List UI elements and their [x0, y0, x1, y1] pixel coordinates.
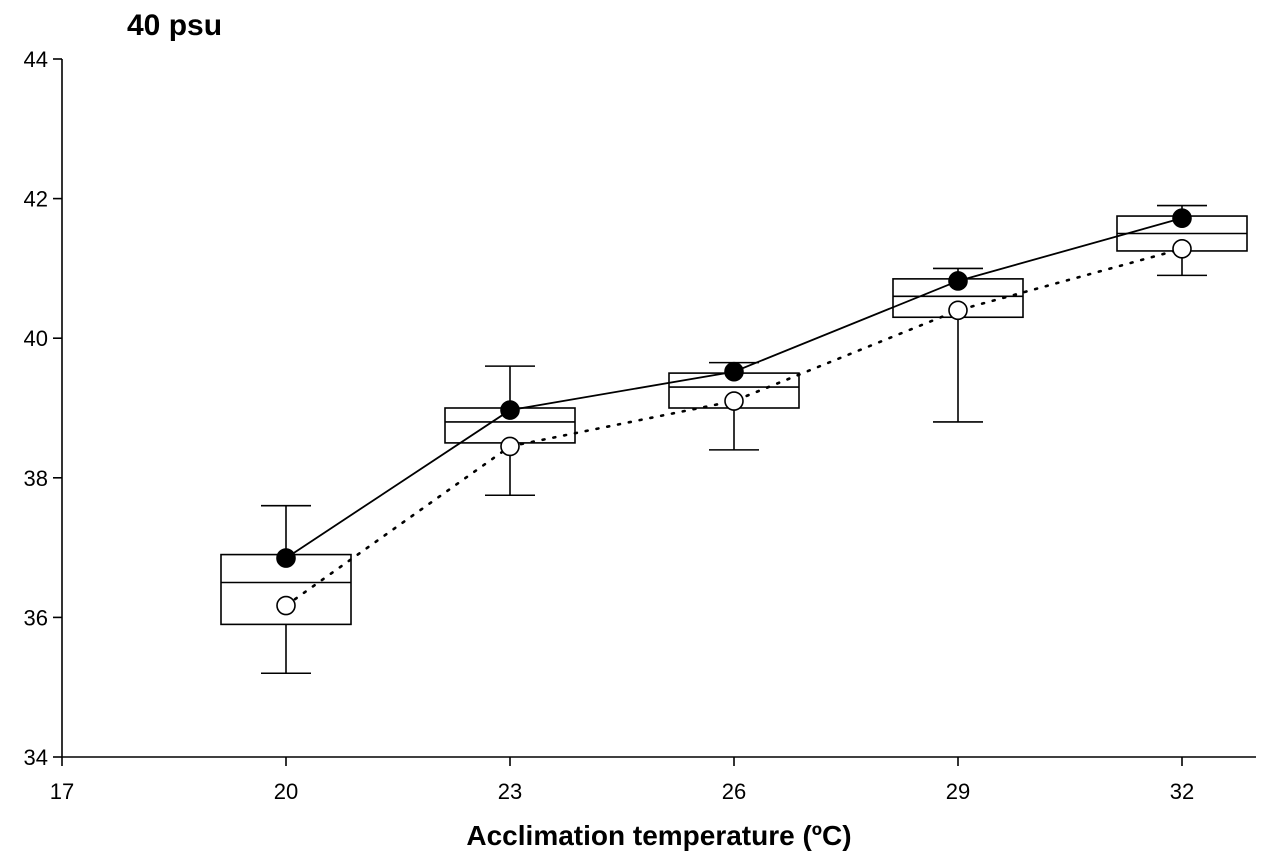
series-points — [276, 208, 1192, 616]
filled-point — [276, 548, 296, 568]
y-axis-ticks: 34 36 38 40 42 44 — [24, 47, 62, 770]
x-axis-ticks: 17 20 23 26 29 32 — [50, 757, 1194, 804]
x-tick-label: 20 — [274, 779, 298, 804]
y-tick-label: 38 — [24, 466, 48, 491]
x-tick-label: 29 — [946, 779, 970, 804]
filled-point — [948, 271, 968, 291]
open-point — [724, 391, 744, 411]
y-tick-label: 44 — [24, 47, 48, 72]
filled-point — [724, 361, 744, 382]
y-tick-label: 40 — [24, 326, 48, 351]
box-group — [220, 204, 1248, 675]
filled-point — [500, 400, 520, 420]
y-tick-label: 36 — [24, 605, 48, 630]
x-tick-label: 23 — [498, 779, 522, 804]
x-tick-label: 32 — [1170, 779, 1194, 804]
y-tick-label: 34 — [24, 745, 48, 770]
x-tick-label: 17 — [50, 779, 74, 804]
filled-point — [1172, 208, 1192, 228]
chart-title: 40 psu — [127, 9, 222, 42]
x-axis-label: Acclimation temperature (ºC) — [466, 820, 851, 851]
x-tick-label: 26 — [722, 779, 746, 804]
open-point — [500, 436, 520, 457]
y-tick-label: 42 — [24, 187, 48, 212]
open-point — [276, 595, 296, 616]
open-point — [1172, 239, 1192, 259]
open-point — [948, 300, 968, 321]
